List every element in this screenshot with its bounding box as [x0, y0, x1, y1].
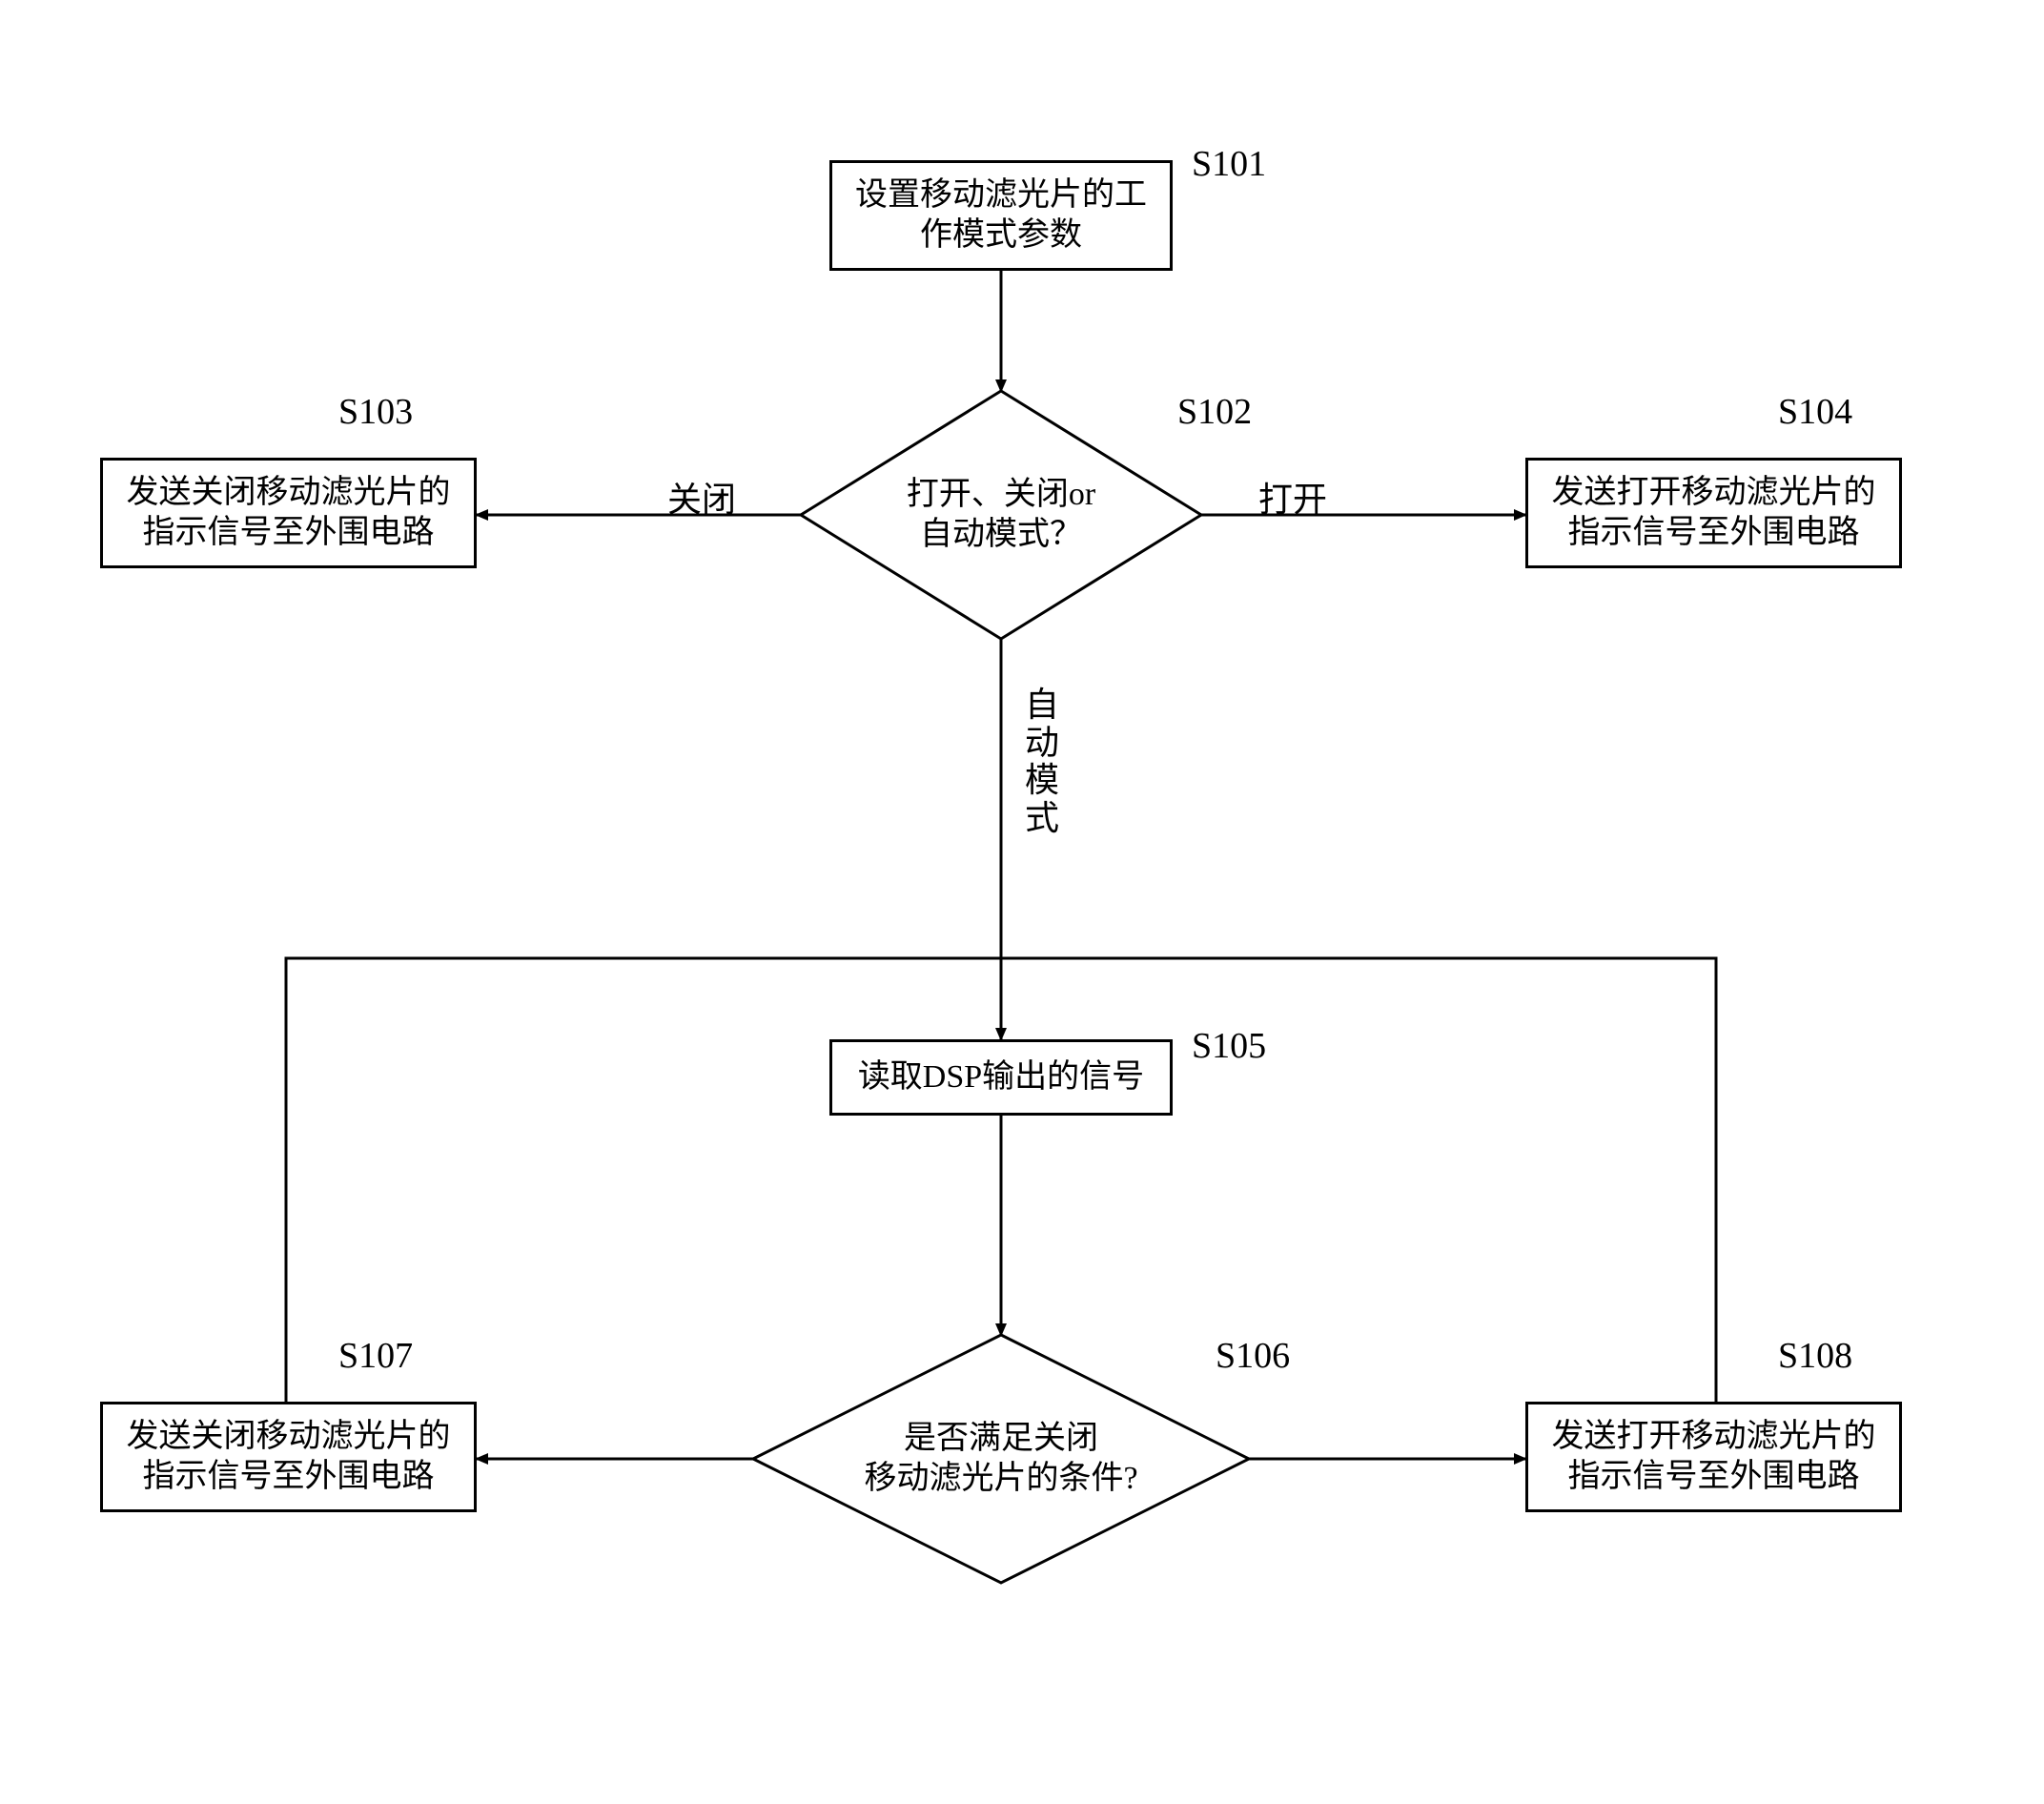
label-s103: S103: [338, 391, 413, 433]
process-s105: 读取DSP输出的信号: [829, 1039, 1173, 1116]
process-s101: 设置移动滤光片的工 作模式参数: [829, 160, 1173, 271]
edge-label-close: 关闭: [667, 472, 736, 522]
process-s108: 发送打开移动滤光片的 指示信号至外围电路: [1525, 1402, 1902, 1512]
decision-s106-text: 是否满足关闭 移动滤光片的条件?: [753, 1397, 1249, 1521]
edge-label-open: 打开: [1258, 472, 1327, 522]
label-s108: S108: [1778, 1335, 1852, 1377]
edge-label-auto: 自动模式: [1025, 687, 1059, 837]
decision-s102-text: 打开、关闭or 自动模式？: [801, 453, 1201, 577]
label-s104: S104: [1778, 391, 1852, 433]
label-s105: S105: [1192, 1025, 1266, 1067]
label-s101: S101: [1192, 143, 1266, 185]
process-s107-text: 发送关闭移动滤光片的 指示信号至外围电路: [127, 1417, 451, 1498]
process-s105-text: 读取DSP输出的信号: [858, 1057, 1144, 1098]
process-s104: 发送打开移动滤光片的 指示信号至外围电路: [1525, 458, 1902, 568]
process-s103: 发送关闭移动滤光片的 指示信号至外围电路: [100, 458, 477, 568]
label-s106: S106: [1216, 1335, 1290, 1377]
label-s107: S107: [338, 1335, 413, 1377]
process-s103-text: 发送关闭移动滤光片的 指示信号至外围电路: [127, 473, 451, 554]
label-s102: S102: [1177, 391, 1252, 433]
process-s104-text: 发送打开移动滤光片的 指示信号至外围电路: [1552, 473, 1876, 554]
edge-s108-loop: [1001, 958, 1716, 1402]
process-s108-text: 发送打开移动滤光片的 指示信号至外围电路: [1552, 1417, 1876, 1498]
process-s107: 发送关闭移动滤光片的 指示信号至外围电路: [100, 1402, 477, 1512]
process-s101-text: 设置移动滤光片的工 作模式参数: [855, 175, 1147, 256]
